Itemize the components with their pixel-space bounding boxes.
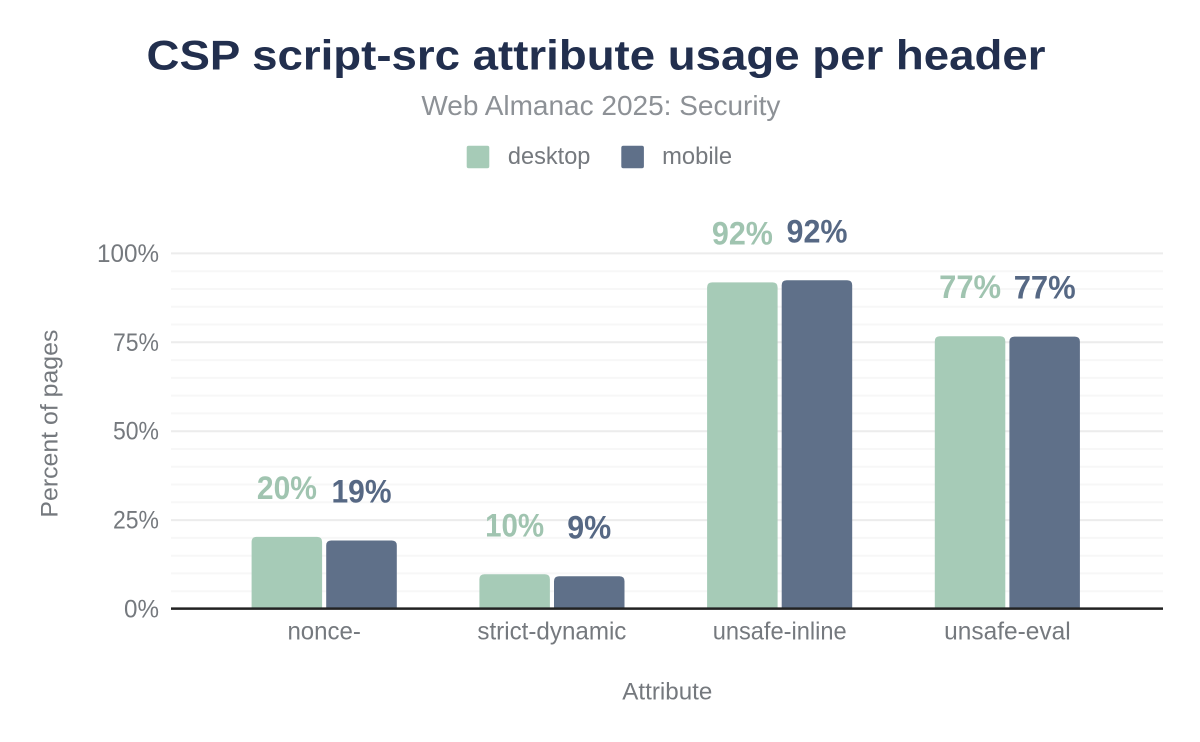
svg-text:Percent of pages: Percent of pages (37, 330, 64, 518)
svg-text:Web Almanac 2025: Security: Web Almanac 2025: Security (421, 90, 780, 121)
svg-text:100%: 100% (97, 240, 159, 268)
svg-text:unsafe-eval: unsafe-eval (944, 618, 1071, 646)
svg-text:9%: 9% (567, 509, 611, 545)
svg-text:92%: 92% (712, 215, 773, 251)
svg-text:19%: 19% (332, 474, 392, 510)
svg-text:10%: 10% (485, 507, 544, 543)
svg-text:Attribute: Attribute (622, 678, 712, 705)
svg-text:92%: 92% (787, 213, 848, 249)
svg-text:desktop: desktop (508, 143, 591, 170)
svg-text:0%: 0% (124, 596, 159, 624)
svg-text:CSP script-src attribute usage: CSP script-src attribute usage per heade… (147, 31, 1046, 78)
svg-text:20%: 20% (257, 470, 317, 506)
svg-text:77%: 77% (1014, 270, 1076, 306)
svg-text:mobile: mobile (662, 143, 732, 170)
svg-text:strict-dynamic: strict-dynamic (477, 618, 626, 646)
svg-text:75%: 75% (113, 329, 159, 357)
svg-text:unsafe-inline: unsafe-inline (713, 618, 847, 646)
svg-text:25%: 25% (113, 507, 159, 535)
svg-text:50%: 50% (113, 418, 159, 446)
svg-text:77%: 77% (939, 269, 1001, 305)
svg-text:nonce-: nonce- (287, 618, 361, 646)
